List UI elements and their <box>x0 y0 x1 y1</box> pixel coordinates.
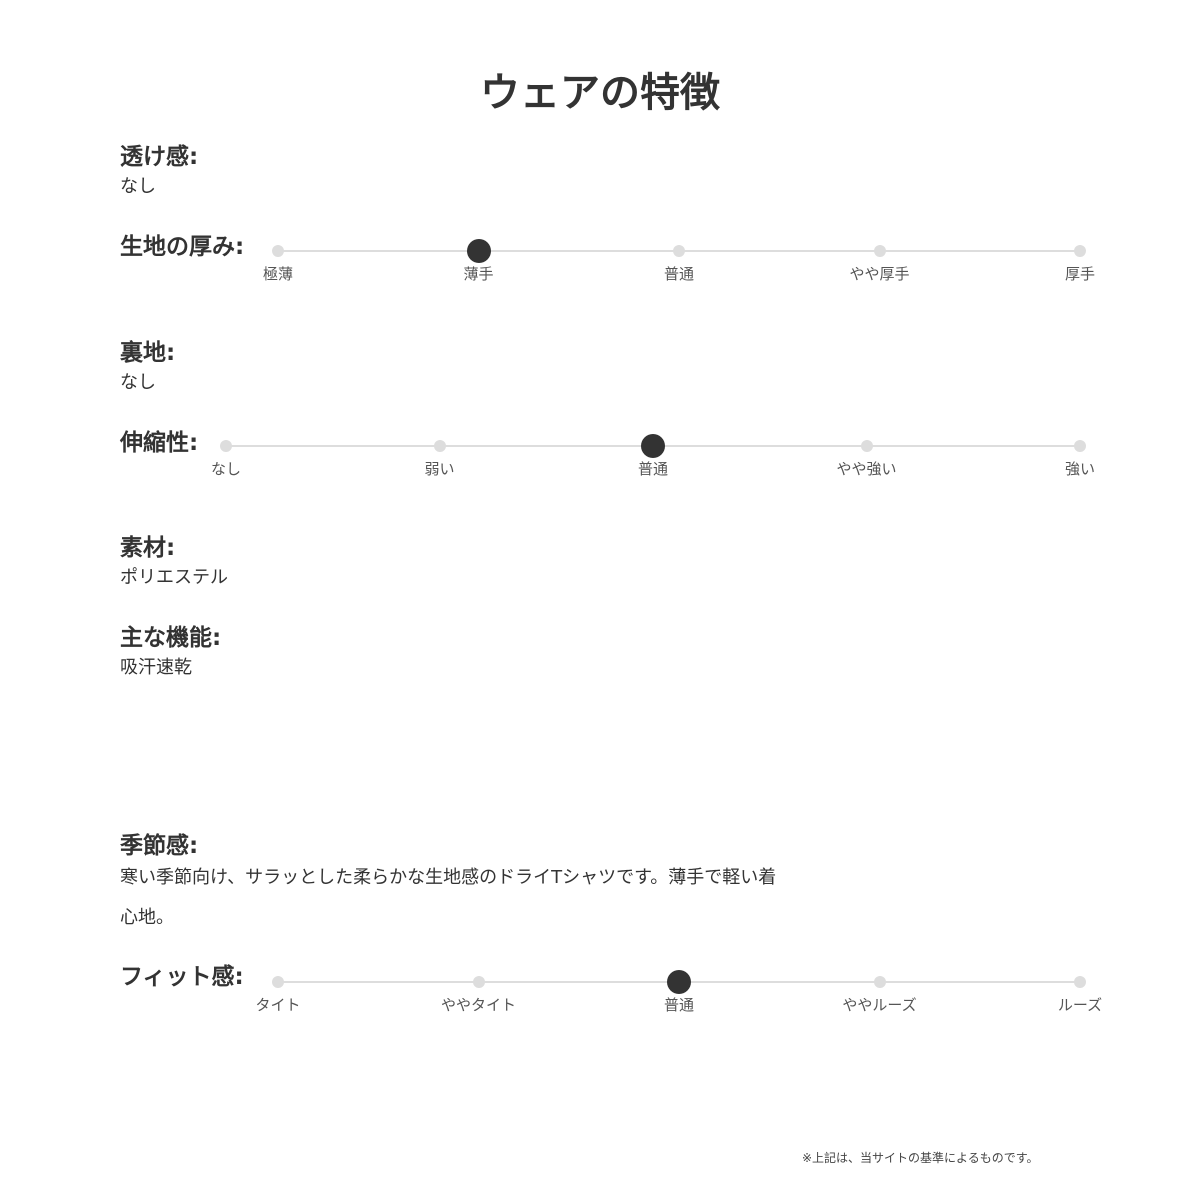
slider-tick-label: 弱い <box>424 460 455 478</box>
slider-tick-label: ややタイト <box>440 996 517 1014</box>
slider-dot[interactable] <box>860 440 873 452</box>
stretch-label: 伸縮性: <box>120 430 199 456</box>
slider-tick-label: 極薄 <box>262 265 294 283</box>
material-value: ポリエステル <box>120 567 228 588</box>
transparency-value: なし <box>120 176 156 197</box>
lining-value: なし <box>120 372 156 393</box>
slider-tick-label: 薄手 <box>463 265 494 283</box>
slider-dot[interactable] <box>873 245 886 257</box>
footnote: ※上記は、当サイトの基準によるものです。 <box>802 1151 1039 1165</box>
slider-dot[interactable] <box>1074 440 1086 452</box>
slider-tick-label: 普通 <box>663 996 695 1014</box>
fit-label: フィット感: <box>120 964 244 990</box>
slider-dot[interactable] <box>472 976 485 988</box>
lining-label: 裏地: <box>120 340 176 366</box>
slider-dot[interactable] <box>1074 976 1086 988</box>
slider-dot[interactable] <box>220 440 232 452</box>
slider-dot[interactable] <box>673 245 685 257</box>
slider-tick-label: タイト <box>255 996 301 1014</box>
slider-tick-label: なし <box>210 460 242 478</box>
thickness-label: 生地の厚み: <box>120 234 245 260</box>
page-title: ウェアの特徴 <box>480 70 720 116</box>
slider-tick-label: やや強い <box>836 460 897 478</box>
season-value-line1: 寒い季節向け、サラッとした柔らかな生地感のドライTシャツです。薄手で軽い着 <box>120 867 777 888</box>
season-label: 季節感: <box>120 833 199 859</box>
function-value: 吸汗速乾 <box>120 657 192 678</box>
slider-selected-dot[interactable] <box>466 239 491 263</box>
transparency-label: 透け感: <box>120 144 199 170</box>
slider-tick-label: 普通 <box>637 460 669 478</box>
slider-selected-dot[interactable] <box>667 970 691 994</box>
stretch-slider[interactable]: なし 弱い 普通 やや強い 強い <box>211 434 1095 478</box>
slider-tick-label: 厚手 <box>1064 265 1096 283</box>
slider-dot[interactable] <box>1074 245 1086 257</box>
slider-tick-label: 普通 <box>663 265 695 283</box>
slider-tick-label: ややルーズ <box>842 996 917 1014</box>
thickness-slider[interactable]: 極薄 薄手 普通 やや厚手 厚手 <box>263 239 1095 283</box>
slider-tick-label: やや厚手 <box>849 265 910 283</box>
material-label: 素材: <box>120 535 176 561</box>
slider-tick-label: 強い <box>1064 460 1096 478</box>
slider-dot[interactable] <box>272 976 284 988</box>
slider-dot[interactable] <box>873 976 886 988</box>
function-label: 主な機能: <box>120 625 222 651</box>
slider-selected-dot[interactable] <box>641 434 665 458</box>
fit-slider[interactable]: タイト ややタイト 普通 ややルーズ ルーズ <box>255 970 1102 1014</box>
season-value-line2: 心地。 <box>120 907 174 928</box>
slider-dot[interactable] <box>433 440 446 452</box>
slider-tick-label: ルーズ <box>1057 996 1103 1014</box>
slider-dot[interactable] <box>272 245 284 257</box>
